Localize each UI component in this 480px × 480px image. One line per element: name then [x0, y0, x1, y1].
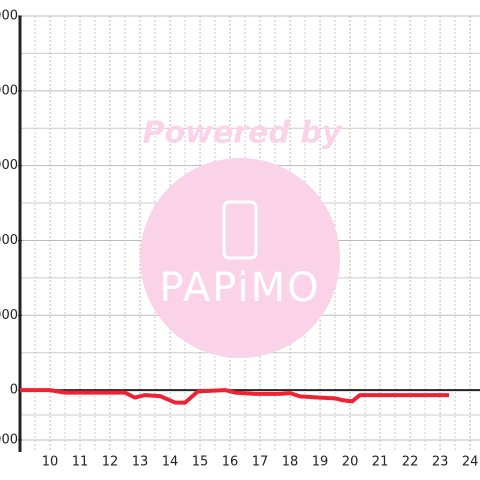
y-tick-label: 30,000 [0, 308, 18, 323]
y-tick-label: -20,000 [0, 433, 18, 448]
x-tick-label: 21 [372, 455, 389, 470]
x-tick-label: 15 [192, 455, 209, 470]
logo-text: PAPiMO [159, 265, 320, 311]
x-tick-label: 11 [72, 455, 89, 470]
data-line [20, 388, 450, 405]
x-tick-label: 18 [282, 455, 299, 470]
x-tick-label: 14 [162, 455, 179, 470]
x-tick-label: 13 [132, 455, 149, 470]
y-tick-label: 150,000 [0, 9, 18, 24]
x-tick-label: 17 [252, 455, 269, 470]
x-tick-label: 24 [462, 455, 479, 470]
x-tick-label: 22 [402, 455, 419, 470]
x-tick-label: 10 [42, 455, 59, 470]
grid [20, 15, 480, 452]
x-tick-label: 16 [222, 455, 239, 470]
x-tick-label: 12 [102, 455, 119, 470]
x-tick-label: 19 [312, 455, 329, 470]
logo-phone [222, 200, 258, 260]
watermark: Powered by [143, 116, 343, 151]
y-tick-label: 90,000 [0, 158, 18, 173]
y-tick-label: 120,000 [0, 83, 18, 98]
x-tick-label: 23 [432, 455, 449, 470]
y-tick-label: 0 [10, 383, 18, 398]
y-tick-label: 60,000 [0, 233, 18, 248]
x-tick-label: 20 [342, 455, 359, 470]
